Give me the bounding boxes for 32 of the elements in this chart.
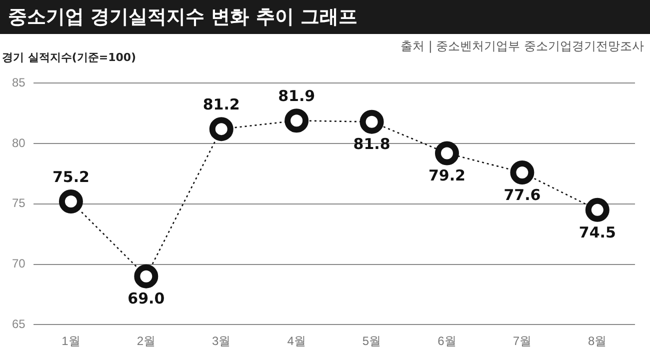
- y-tick-label: 70: [12, 256, 26, 271]
- point: [209, 117, 234, 142]
- point: [58, 189, 83, 214]
- x-tick-label: 2월: [136, 334, 156, 348]
- point: [510, 160, 534, 185]
- point: [360, 110, 384, 134]
- x-tick-label: 6월: [438, 334, 456, 348]
- x-tick-label: 1월: [62, 334, 80, 348]
- x-tick-label: 8월: [588, 334, 607, 348]
- x-tick-label: 7월: [512, 334, 532, 348]
- data-label: 81.8: [353, 135, 390, 154]
- point: [284, 108, 309, 133]
- x-tick-label: 5월: [362, 334, 382, 348]
- y-tick-label: 85: [12, 76, 26, 90]
- data-label: 77.6: [504, 186, 541, 204]
- y-tick-label: 65: [12, 316, 26, 331]
- point: [585, 198, 610, 222]
- y-tick-label: 75: [12, 196, 26, 210]
- y-tick-label: 80: [12, 136, 26, 150]
- data-label: 79.2: [428, 166, 466, 185]
- data-label: 74.5: [578, 223, 616, 242]
- point: [134, 264, 158, 288]
- point: [434, 141, 459, 166]
- y-axis-title: 경기 실적지수(기준=100): [2, 50, 136, 65]
- chart-title: 중소기업 경기실적지수 변화 추이 그래프: [0, 0, 650, 34]
- x-tick-label: 3월: [212, 334, 231, 348]
- data-label: 81.2: [202, 95, 240, 114]
- source-note: 출처 | 중소벤처기업부 중소기업경기전망조사: [400, 38, 644, 55]
- data-label: 75.2: [52, 168, 90, 186]
- data-label: 69.0: [128, 290, 165, 308]
- data-label: 81.9: [278, 87, 316, 106]
- x-tick-label: 4월: [287, 334, 306, 348]
